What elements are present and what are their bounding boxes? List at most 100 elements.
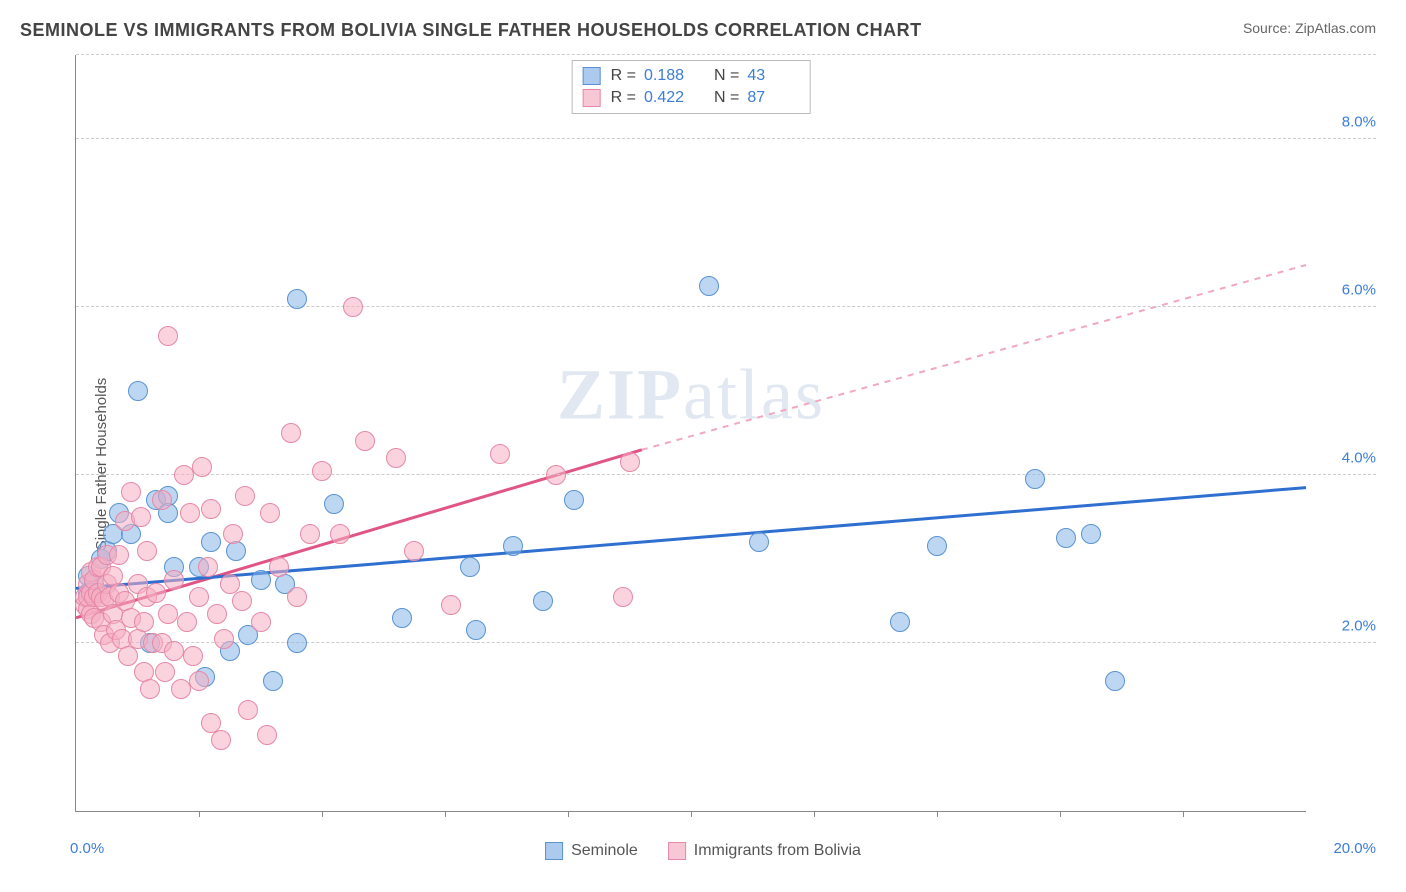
- chart-title: SEMINOLE VS IMMIGRANTS FROM BOLIVIA SING…: [20, 20, 922, 41]
- trendline: [642, 265, 1306, 450]
- scatter-point: [460, 557, 480, 577]
- scatter-point: [158, 604, 178, 624]
- legend-row-seminole: R = 0.188 N = 43: [583, 65, 800, 87]
- scatter-point: [198, 557, 218, 577]
- n-value-bolivia: 87: [747, 89, 799, 107]
- scatter-point: [257, 725, 277, 745]
- scatter-point: [183, 646, 203, 666]
- x-tick: [937, 811, 938, 817]
- x-tick: [1183, 811, 1184, 817]
- scatter-point: [287, 289, 307, 309]
- scatter-point: [174, 465, 194, 485]
- scatter-point: [260, 503, 280, 523]
- legend-item-seminole: Seminole: [545, 842, 638, 860]
- legend-series: Seminole Immigrants from Bolivia: [545, 842, 861, 860]
- scatter-point: [749, 532, 769, 552]
- scatter-point: [269, 557, 289, 577]
- x-tick: [691, 811, 692, 817]
- scatter-point: [235, 486, 255, 506]
- scatter-point: [238, 700, 258, 720]
- scatter-point: [158, 326, 178, 346]
- scatter-point: [214, 629, 234, 649]
- scatter-point: [355, 431, 375, 451]
- scatter-point: [131, 507, 151, 527]
- scatter-point: [404, 541, 424, 561]
- scatter-point: [232, 591, 252, 611]
- legend-row-bolivia: R = 0.422 N = 87: [583, 87, 800, 109]
- scatter-point: [1081, 524, 1101, 544]
- scatter-point: [1056, 528, 1076, 548]
- r-value-seminole: 0.188: [644, 67, 696, 85]
- scatter-point: [1105, 671, 1125, 691]
- scatter-point: [171, 679, 191, 699]
- scatter-point: [177, 612, 197, 632]
- scatter-point: [137, 541, 157, 561]
- scatter-point: [281, 423, 301, 443]
- scatter-point: [207, 604, 227, 624]
- scatter-point: [330, 524, 350, 544]
- y-tick-label: 8.0%: [1342, 114, 1376, 131]
- scatter-point: [533, 591, 553, 611]
- scatter-point: [146, 583, 166, 603]
- gridline: [76, 306, 1376, 307]
- trendlines-svg: [76, 55, 1306, 811]
- scatter-point: [392, 608, 412, 628]
- chart-container: Single Father Households ZIPatlas R = 0.…: [20, 55, 1386, 872]
- scatter-point: [201, 532, 221, 552]
- r-value-bolivia: 0.422: [644, 89, 696, 107]
- scatter-point: [251, 612, 271, 632]
- x-tick: [322, 811, 323, 817]
- scatter-point: [890, 612, 910, 632]
- scatter-point: [164, 641, 184, 661]
- source-name: ZipAtlas.com: [1295, 20, 1376, 36]
- scatter-point: [503, 536, 523, 556]
- x-axis-min-label: 0.0%: [70, 840, 104, 857]
- x-tick: [568, 811, 569, 817]
- scatter-point: [324, 494, 344, 514]
- scatter-point: [386, 448, 406, 468]
- x-tick: [1060, 811, 1061, 817]
- scatter-point: [140, 679, 160, 699]
- scatter-point: [134, 612, 154, 632]
- scatter-point: [189, 671, 209, 691]
- x-tick: [814, 811, 815, 817]
- legend-item-bolivia: Immigrants from Bolivia: [668, 842, 861, 860]
- x-tick: [199, 811, 200, 817]
- scatter-point: [192, 457, 212, 477]
- scatter-point: [251, 570, 271, 590]
- r-label: R =: [611, 67, 636, 85]
- scatter-point: [109, 545, 129, 565]
- scatter-point: [189, 587, 209, 607]
- swatch-pink-icon: [668, 842, 686, 860]
- scatter-point: [343, 297, 363, 317]
- scatter-point: [128, 381, 148, 401]
- plot-area: ZIPatlas R = 0.188 N = 43 R = 0.422 N = …: [75, 55, 1306, 812]
- swatch-pink-icon: [583, 89, 601, 107]
- scatter-point: [164, 570, 184, 590]
- scatter-point: [223, 524, 243, 544]
- scatter-point: [613, 587, 633, 607]
- x-tick: [445, 811, 446, 817]
- source-prefix: Source:: [1243, 20, 1295, 36]
- swatch-blue-icon: [545, 842, 563, 860]
- n-label: N =: [714, 67, 739, 85]
- scatter-point: [263, 671, 283, 691]
- scatter-point: [927, 536, 947, 556]
- gridline: [76, 138, 1376, 139]
- n-label: N =: [714, 89, 739, 107]
- gridline: [76, 474, 1376, 475]
- y-tick-label: 4.0%: [1342, 450, 1376, 467]
- scatter-point: [441, 595, 461, 615]
- legend-correlation: R = 0.188 N = 43 R = 0.422 N = 87: [572, 60, 811, 114]
- scatter-point: [699, 276, 719, 296]
- scatter-point: [564, 490, 584, 510]
- scatter-point: [312, 461, 332, 481]
- y-tick-label: 2.0%: [1342, 618, 1376, 635]
- y-tick-label: 6.0%: [1342, 282, 1376, 299]
- scatter-point: [211, 730, 231, 750]
- legend-label-seminole: Seminole: [571, 842, 638, 860]
- scatter-point: [490, 444, 510, 464]
- scatter-point: [201, 499, 221, 519]
- scatter-point: [300, 524, 320, 544]
- scatter-point: [287, 633, 307, 653]
